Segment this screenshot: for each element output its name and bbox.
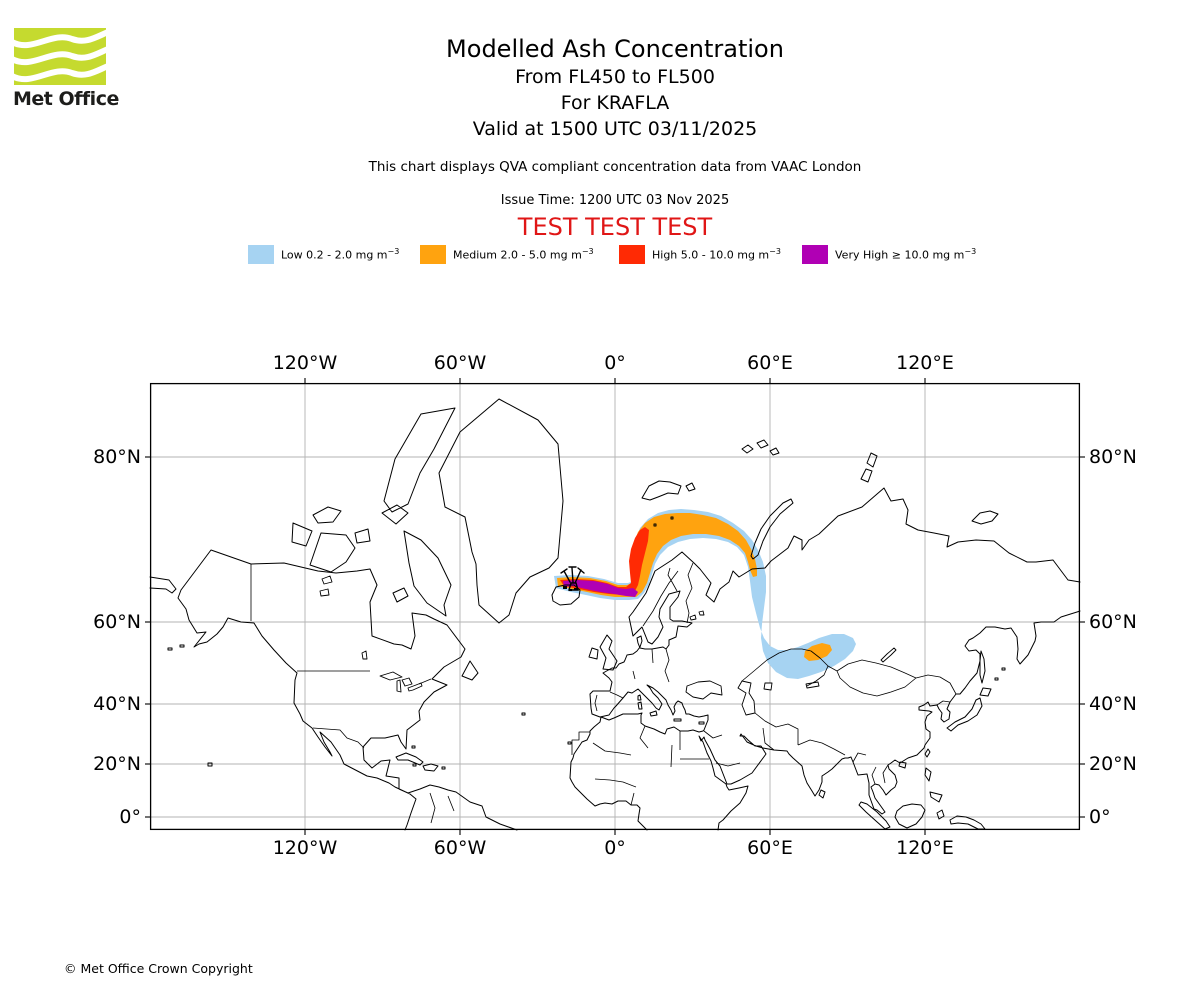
legend-label-high-sup: −3	[769, 246, 781, 256]
axis-ticks	[145, 378, 1085, 835]
legend-item-very-high: Very High ≥ 10.0 mg m−3	[802, 244, 976, 264]
legend-label-low-text: Low 0.2 - 2.0 mg m	[281, 248, 388, 262]
x-tick-bottom-60w: 60°W	[433, 837, 487, 859]
legend-label-very-high-sup: −3	[964, 246, 977, 256]
y-tick-left-20n: 20°N	[93, 753, 141, 775]
map-border	[149, 382, 1081, 831]
legend-label-low-sup: −3	[387, 246, 400, 256]
legend-label-high-text: High 5.0 - 10.0 mg m	[652, 248, 770, 262]
y-tick-left-0: 0°	[119, 806, 141, 828]
grid-lines	[150, 383, 1080, 830]
y-tick-right-0: 0°	[1089, 806, 1111, 828]
legend-swatch-low	[248, 244, 274, 264]
coastline-continents	[149, 487, 1081, 831]
y-tick-right-40n: 40°N	[1089, 693, 1137, 715]
x-tick-top-60w: 60°W	[433, 352, 487, 374]
x-tick-top-0: 0°	[604, 352, 626, 374]
legend-label-very-high-text: Very High ≥ 10.0 mg m	[835, 248, 965, 262]
ash-speckles	[563, 586, 577, 591]
title-flight-levels: From FL450 to FL500	[515, 66, 715, 88]
x-tick-bottom-120w: 120°W	[272, 837, 338, 859]
x-tick-bottom-120e: 120°E	[896, 837, 954, 859]
y-tick-left-80n: 80°N	[93, 446, 141, 468]
x-tick-bottom-60e: 60°E	[747, 837, 793, 859]
legend-label-low: Low 0.2 - 2.0 mg m−3	[281, 247, 399, 262]
legend-swatch-high	[619, 244, 645, 264]
y-tick-right-20n: 20°N	[1089, 753, 1137, 775]
legend-item-medium: Medium 2.0 - 5.0 mg m−3	[420, 244, 594, 264]
legend-label-medium: Medium 2.0 - 5.0 mg m−3	[453, 247, 594, 262]
issue-time: Issue Time: 1200 UTC 03 Nov 2025	[500, 193, 730, 208]
y-tick-left-40n: 40°N	[93, 693, 141, 715]
x-tick-top-120w: 120°W	[272, 352, 338, 374]
legend-label-high: High 5.0 - 10.0 mg m−3	[652, 247, 781, 262]
legend-label-very-high: Very High ≥ 10.0 mg m−3	[835, 247, 976, 262]
legend-item-high: High 5.0 - 10.0 mg m−3	[619, 244, 781, 264]
volcano-eruption-icon	[560, 566, 585, 591]
world-map-canvas	[145, 378, 1085, 835]
copyright-notice: © Met Office Crown Copyright	[64, 961, 253, 976]
legend-item-low: Low 0.2 - 2.0 mg m−3	[248, 244, 399, 264]
x-tick-top-60e: 60°E	[747, 352, 793, 374]
inland-lakes	[319, 575, 897, 716]
page-title: Modelled Ash Concentration	[446, 35, 784, 63]
country-borders	[250, 562, 957, 824]
legend-swatch-very-high	[802, 244, 828, 264]
y-tick-right-80n: 80°N	[1089, 446, 1137, 468]
y-tick-right-60n: 60°N	[1089, 611, 1137, 633]
legend-label-medium-text: Medium 2.0 - 5.0 mg m	[453, 248, 582, 262]
x-tick-bottom-0: 0°	[604, 837, 626, 859]
test-banner: TEST TEST TEST	[517, 213, 713, 241]
legend-swatch-medium	[420, 244, 446, 264]
subtitle-qva-note: This chart displays QVA compliant concen…	[368, 159, 862, 175]
legend-label-medium-sup: −3	[581, 246, 594, 256]
met-office-wordmark: Met Office	[13, 88, 119, 110]
title-volcano: For KRAFLA	[560, 92, 670, 114]
met-office-logo-icon	[10, 28, 110, 85]
title-valid-time: Valid at 1500 UTC 03/11/2025	[472, 118, 758, 140]
met-office-logo	[10, 28, 110, 90]
y-tick-left-60n: 60°N	[93, 611, 141, 633]
x-tick-top-120e: 120°E	[896, 352, 954, 374]
coastline-islands	[167, 398, 1006, 830]
plume-high-concentration	[560, 527, 649, 595]
world-map	[145, 378, 1085, 835]
plume-very-high-concentration	[563, 580, 638, 597]
